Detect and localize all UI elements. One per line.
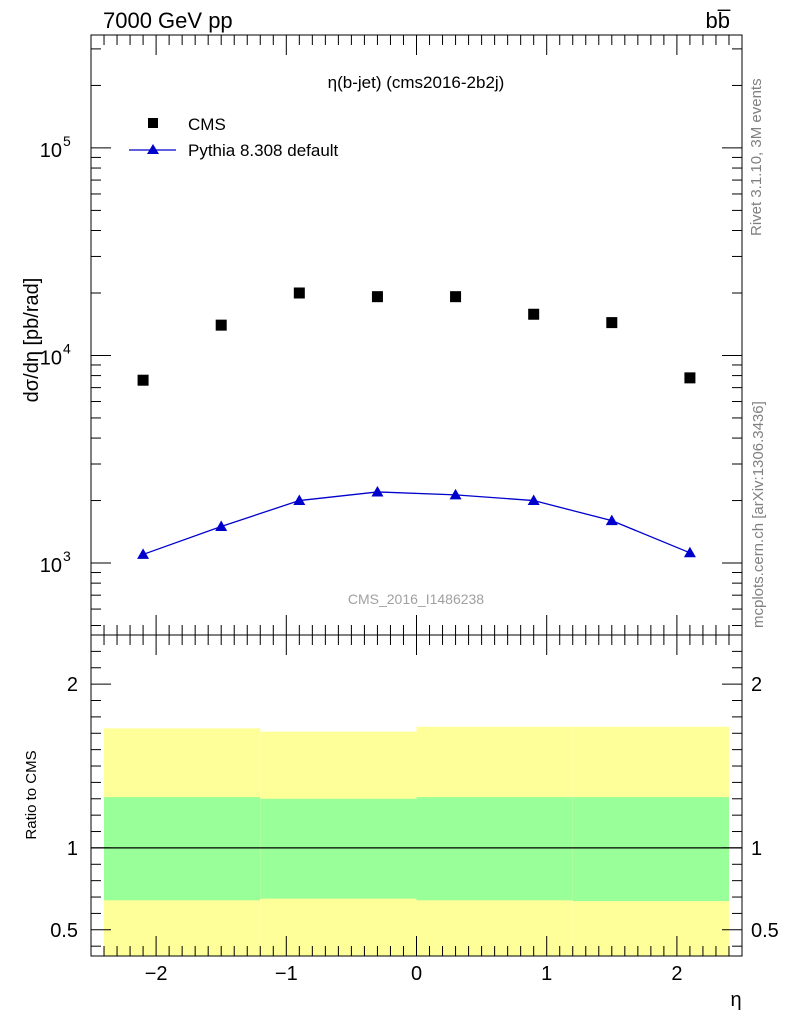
pythia-point bbox=[371, 485, 384, 497]
cms-point bbox=[371, 291, 383, 303]
pythia-line bbox=[142, 491, 691, 556]
legend-cms-marker bbox=[148, 118, 158, 128]
ratio-y-tick-label-right: 1 bbox=[751, 838, 762, 860]
process-label: bb̅ bbox=[706, 8, 731, 33]
pythia-point bbox=[683, 546, 696, 558]
main-y-tick-label: 10 bbox=[40, 555, 62, 577]
pythia-point bbox=[215, 520, 228, 531]
x-tick-label: 2 bbox=[671, 963, 682, 985]
main-y-tick-label: 10 bbox=[40, 347, 62, 369]
main-y-tick-label: 10 bbox=[40, 140, 62, 162]
cms-point bbox=[450, 291, 462, 303]
main-y-tick-exponent: 4 bbox=[63, 340, 71, 356]
mcplots-label: mcplots.cern.ch [arXiv:1306.3436] bbox=[750, 401, 767, 628]
cms-series bbox=[137, 287, 696, 386]
legend: CMS Pythia 8.308 default bbox=[129, 115, 339, 160]
x-tick-label: −1 bbox=[275, 963, 298, 985]
legend-cms-label: CMS bbox=[188, 115, 226, 134]
main-axis-ticks bbox=[90, 35, 743, 635]
main-y-tick-exponent: 3 bbox=[63, 548, 71, 564]
ratio-uncertainty-bands bbox=[104, 726, 729, 956]
legend-pythia-marker bbox=[147, 144, 159, 154]
cms-point bbox=[528, 308, 540, 320]
ratio-inner-band bbox=[572, 797, 729, 902]
main-plot-title: η(b-jet) (cms2016-2b2j) bbox=[328, 73, 505, 92]
ratio-y-tick-label-right: 2 bbox=[751, 674, 762, 696]
ratio-plot-frame bbox=[90, 634, 743, 957]
x-axis-label: η bbox=[730, 989, 741, 1011]
cms-point bbox=[293, 287, 305, 299]
ratio-x-tick-labels: −2 −1 0 1 2 bbox=[145, 963, 683, 985]
ratio-inner-band bbox=[260, 798, 417, 899]
pythia-point bbox=[137, 548, 150, 559]
x-tick-label: 0 bbox=[411, 963, 422, 985]
x-tick-label: 1 bbox=[541, 963, 552, 985]
ratio-y-tick-label-left: 2 bbox=[67, 674, 78, 696]
main-y-tick-exponent: 5 bbox=[63, 133, 71, 149]
legend-pythia-label: Pythia 8.308 default bbox=[188, 141, 339, 160]
pythia-series bbox=[137, 485, 696, 559]
ratio-y-axis-label: Ratio to CMS bbox=[23, 750, 40, 839]
x-tick-label: −2 bbox=[145, 963, 168, 985]
energy-label: 7000 GeV pp bbox=[103, 8, 233, 33]
cms-point bbox=[606, 317, 618, 329]
cms-point bbox=[684, 372, 696, 384]
rivet-version-label: Rivet 3.1.10, 3M events bbox=[748, 78, 765, 236]
pythia-point bbox=[449, 488, 462, 500]
ratio-y-tick-label-left: 1 bbox=[67, 838, 78, 860]
ratio-inner-band bbox=[416, 797, 573, 901]
ratio-y-tick-label-left: 0.5 bbox=[50, 920, 78, 942]
ratio-y-tick-label-right: 0.5 bbox=[751, 920, 779, 942]
ratio-inner-band bbox=[104, 797, 261, 901]
ratio-plot-panel: 0.5 0.5 1 1 2 2 −2 −1 0 1 2 Ratio to CMS η bbox=[23, 634, 779, 1011]
cms-point bbox=[137, 374, 149, 386]
ratio-y-tick-labels: 0.5 0.5 1 1 2 2 bbox=[50, 674, 779, 942]
watermark-label: CMS_2016_I1486238 bbox=[348, 591, 484, 607]
pythia-point bbox=[605, 514, 618, 526]
pythia-point bbox=[293, 494, 306, 506]
main-y-axis-label: dσ/dη [pb/rad] bbox=[21, 278, 43, 403]
ratio-axis-ticks bbox=[90, 634, 743, 956]
cms-point bbox=[215, 319, 227, 331]
pythia-point bbox=[527, 494, 540, 506]
